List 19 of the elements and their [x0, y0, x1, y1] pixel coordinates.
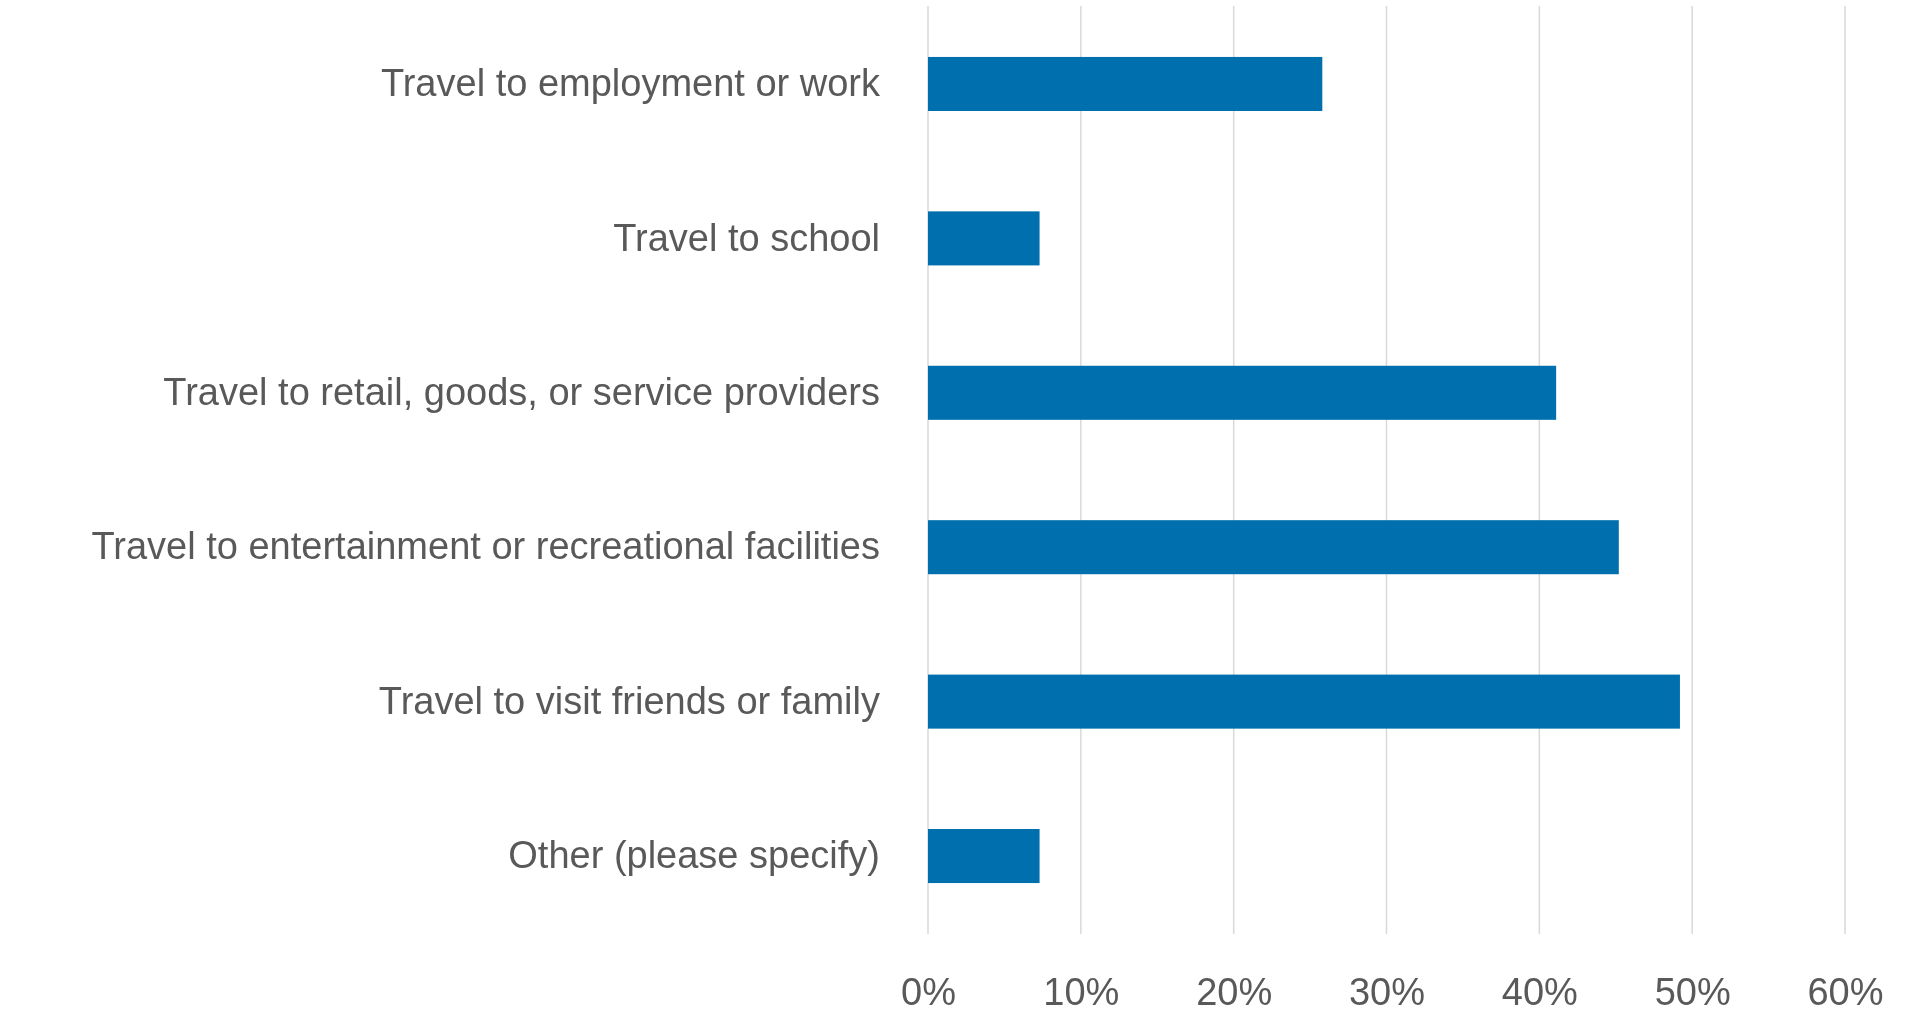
- y-tick-label: Travel to school: [613, 216, 880, 259]
- x-tick-label: 30%: [1348, 970, 1426, 1013]
- bar: [928, 211, 1040, 266]
- y-tick-label: Travel to employment or work: [380, 62, 881, 105]
- y-tick-label: Travel to visit friends or family: [378, 679, 880, 722]
- x-tick-label: 0%: [901, 970, 956, 1013]
- bar: [928, 829, 1040, 884]
- x-tick-label: 40%: [1501, 970, 1578, 1013]
- x-tick-label: 20%: [1196, 970, 1273, 1013]
- x-tick-label: 50%: [1654, 970, 1731, 1013]
- y-tick-label: Travel to entertainment or recreational facilities: [91, 525, 880, 568]
- bar: [928, 56, 1323, 111]
- bar: [928, 365, 1557, 420]
- bar: [928, 674, 1680, 729]
- bar: [928, 520, 1619, 575]
- y-tick-label: Other (please specify): [508, 834, 880, 877]
- y-tick-label: Travel to retail, goods, or service providers: [163, 370, 880, 413]
- x-tick-label: 10%: [1043, 970, 1120, 1013]
- x-tick-label: 60%: [1807, 970, 1884, 1013]
